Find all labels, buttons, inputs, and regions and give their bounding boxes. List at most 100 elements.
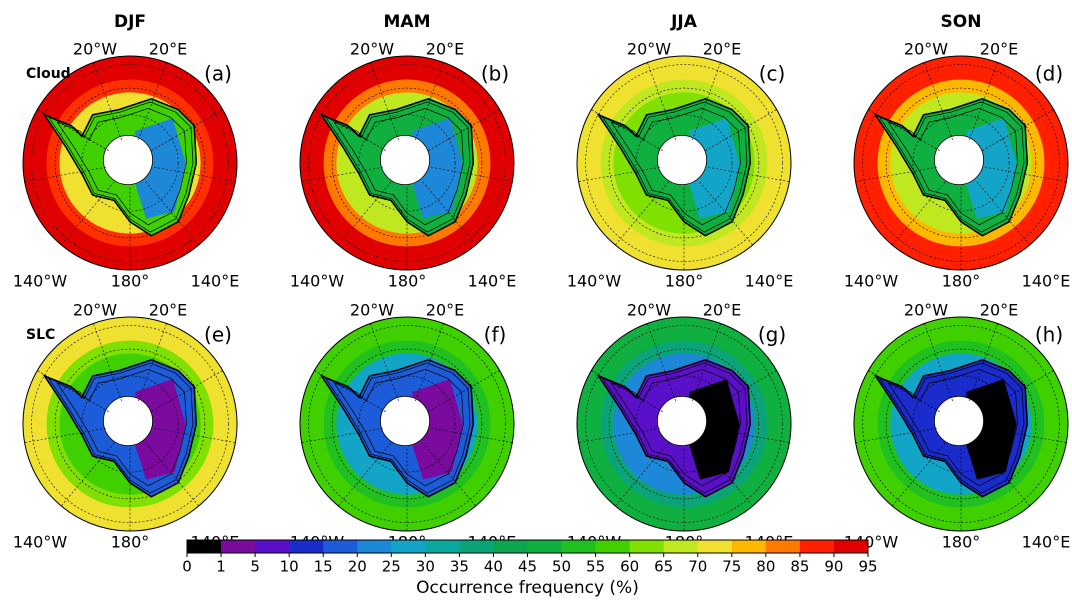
lon-line bbox=[647, 323, 676, 401]
lon-label: 140°W bbox=[13, 272, 68, 291]
colorbar-tick-label: 0 bbox=[182, 558, 192, 576]
lon-label: 20°E bbox=[703, 40, 741, 59]
lon-line bbox=[145, 442, 200, 507]
lon-label: 140°W bbox=[844, 272, 899, 291]
lon-line bbox=[591, 370, 663, 412]
lat-line bbox=[31, 64, 229, 262]
lon-label: 20°W bbox=[627, 301, 671, 320]
lon-line bbox=[982, 109, 1054, 151]
panel-label: (a) bbox=[204, 62, 232, 86]
lon-label: 20°E bbox=[980, 40, 1018, 59]
map-border bbox=[576, 316, 792, 532]
lon-line bbox=[578, 166, 660, 182]
lon-line bbox=[578, 427, 660, 443]
colorbar-segment bbox=[765, 540, 801, 553]
colorbar-segment bbox=[799, 540, 835, 553]
contour bbox=[333, 369, 464, 487]
lon-line bbox=[614, 442, 669, 507]
lat-line bbox=[331, 348, 483, 500]
column-title: MAM bbox=[384, 12, 431, 32]
colorbar-tick-label: 20 bbox=[348, 558, 367, 576]
colorbar-segment bbox=[391, 540, 426, 553]
contour bbox=[47, 362, 194, 494]
lon-line bbox=[415, 323, 444, 401]
map-border bbox=[299, 55, 515, 271]
contour bbox=[324, 101, 471, 233]
lon-line bbox=[37, 370, 109, 412]
lon-line bbox=[985, 427, 1067, 443]
lon-line bbox=[699, 442, 754, 507]
colorbar-tick-label: 80 bbox=[756, 558, 775, 576]
colorbar-segment bbox=[255, 540, 290, 553]
lon-line bbox=[591, 109, 663, 151]
lon-label: 20°E bbox=[149, 301, 187, 320]
lat-line bbox=[81, 375, 179, 473]
map-panel bbox=[22, 316, 238, 532]
colorbar-label: Occurrence frequency (%) bbox=[416, 578, 639, 598]
lon-line bbox=[138, 62, 167, 140]
colorbar-tick-label: 40 bbox=[484, 558, 503, 576]
lon-label: 20°W bbox=[904, 301, 948, 320]
lon-line bbox=[855, 427, 937, 443]
map-panel bbox=[853, 55, 1069, 271]
lat-line bbox=[308, 325, 506, 523]
panel-label: (d) bbox=[1035, 62, 1063, 86]
contour bbox=[610, 369, 741, 487]
map-panel bbox=[22, 55, 238, 271]
lon-line bbox=[705, 370, 777, 412]
colorbar-segment bbox=[493, 540, 528, 553]
lon-line bbox=[428, 370, 500, 412]
lon-line bbox=[138, 323, 167, 401]
contour bbox=[47, 101, 194, 233]
lon-line bbox=[431, 166, 513, 182]
column-title: SON bbox=[941, 12, 982, 32]
row-label: Cloud bbox=[26, 66, 71, 82]
contour bbox=[333, 108, 464, 226]
continent-east bbox=[135, 379, 186, 480]
continent-east bbox=[966, 118, 1017, 219]
lon-line bbox=[60, 442, 115, 507]
lon-label: 180° bbox=[111, 272, 150, 291]
lon-label: 140°W bbox=[290, 272, 345, 291]
colorbar-segment bbox=[323, 540, 358, 553]
colorbar-segment bbox=[221, 540, 256, 553]
pole-hole bbox=[933, 395, 985, 447]
lat-line bbox=[608, 348, 760, 500]
lon-label: 140°E bbox=[468, 272, 517, 291]
colorbar-segment bbox=[561, 540, 597, 553]
lat-line bbox=[862, 325, 1060, 523]
continent-east bbox=[135, 118, 186, 219]
lon-label: 20°W bbox=[73, 301, 117, 320]
lat-line bbox=[331, 87, 483, 239]
panel-label: (c) bbox=[759, 62, 786, 86]
contour bbox=[56, 108, 187, 226]
lon-line bbox=[855, 166, 937, 182]
colorbar-tick-label: 60 bbox=[620, 558, 639, 576]
lat-line bbox=[54, 348, 206, 500]
lon-line bbox=[924, 62, 953, 140]
pole-hole bbox=[379, 395, 431, 447]
pole-hole bbox=[102, 134, 154, 186]
lon-label: 180° bbox=[942, 272, 981, 291]
lon-label: 20°W bbox=[904, 40, 948, 59]
lon-line bbox=[647, 62, 676, 140]
map-border bbox=[853, 316, 1069, 532]
lon-line bbox=[151, 370, 223, 412]
contour bbox=[878, 362, 1025, 494]
lon-line bbox=[301, 427, 383, 443]
lat-line bbox=[585, 64, 783, 262]
continent-east bbox=[689, 379, 740, 480]
lon-label: 20°E bbox=[980, 301, 1018, 320]
colorbar-tick-label: 10 bbox=[280, 558, 299, 576]
lon-line bbox=[24, 166, 106, 182]
lon-line bbox=[301, 166, 383, 182]
colorbar-tick-label: 50 bbox=[552, 558, 571, 576]
contour bbox=[610, 108, 741, 226]
lat-line bbox=[635, 114, 733, 212]
map-panel bbox=[299, 55, 515, 271]
colorbar-tick-label: 45 bbox=[518, 558, 537, 576]
contour bbox=[324, 362, 471, 494]
column-title: JJA bbox=[670, 12, 698, 32]
lat-line bbox=[885, 348, 1037, 500]
lon-line bbox=[60, 181, 115, 246]
